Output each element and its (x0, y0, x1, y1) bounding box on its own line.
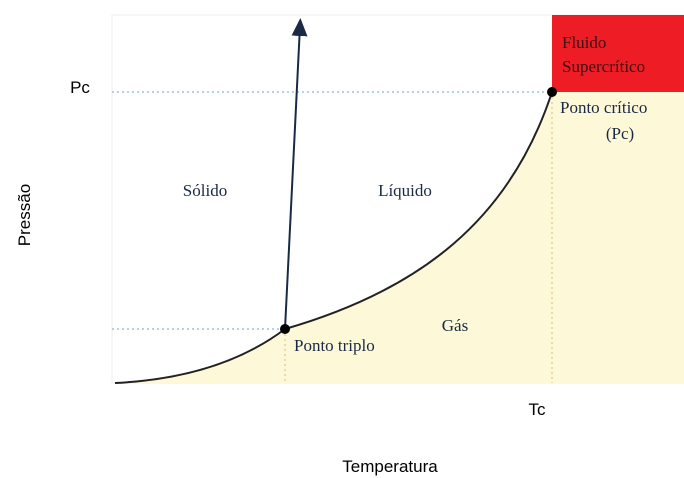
triple-point-label: Ponto triplo (294, 336, 375, 355)
x-axis-label: Temperatura (342, 457, 438, 476)
supercritical-label: Fluido (562, 33, 606, 52)
fusion-line (284, 18, 308, 330)
critical-point-label: (Pc) (606, 124, 634, 143)
gas-label: Gás (442, 316, 468, 335)
gas-region (115, 92, 684, 383)
supercritical-label: Supercrítico (562, 57, 645, 76)
critical-point-label: Ponto crítico (560, 98, 647, 117)
supercritical-region (552, 15, 684, 92)
tc-label: Tc (529, 400, 547, 419)
solid-label: Sólido (183, 181, 227, 200)
y-axis-label: Pressão (15, 184, 34, 246)
triple-point (280, 324, 290, 334)
pc-label: Pc (70, 78, 90, 97)
critical-point (547, 87, 557, 97)
liquid-label: Líquido (378, 181, 432, 200)
vapor-curve (114, 91, 553, 384)
